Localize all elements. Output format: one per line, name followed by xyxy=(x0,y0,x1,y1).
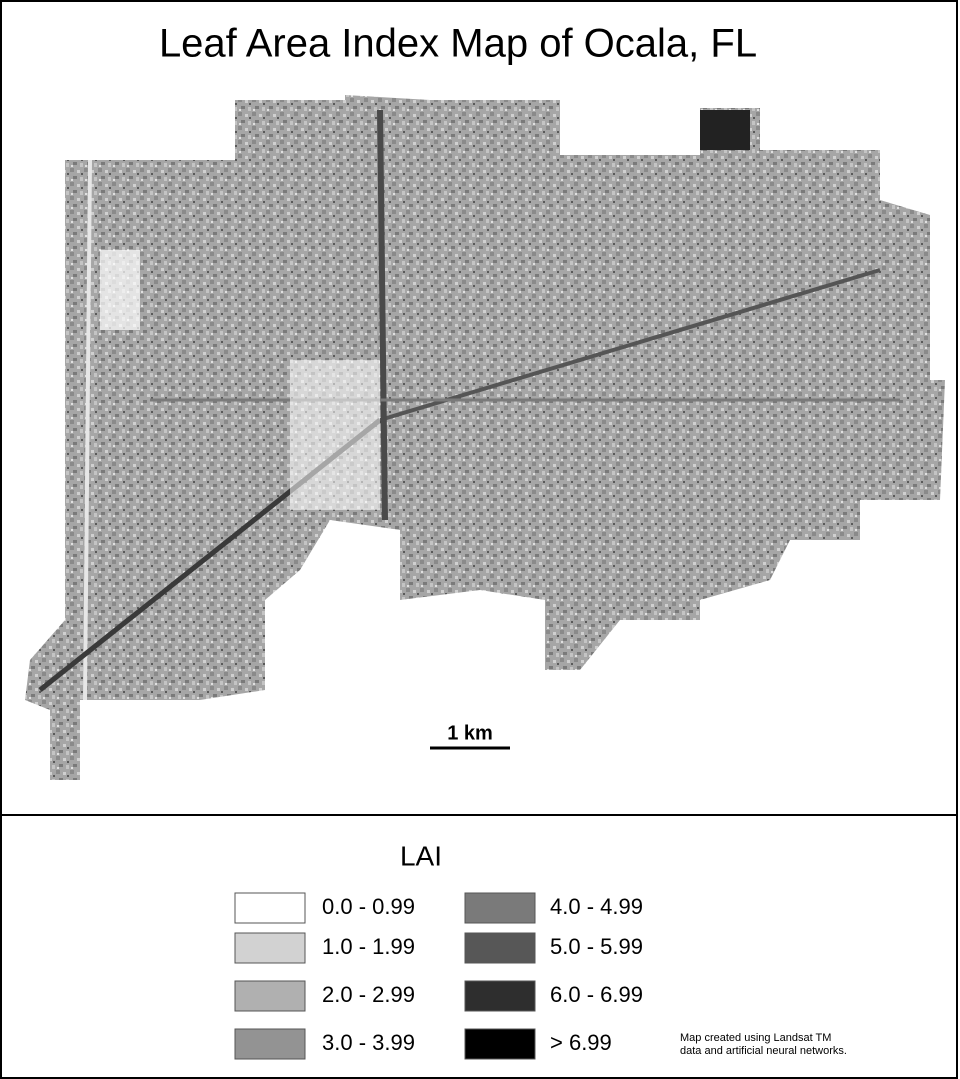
dense-canopy xyxy=(700,110,750,150)
legend-swatch xyxy=(465,981,535,1011)
lai-raster xyxy=(25,95,945,780)
legend-label: 4.0 - 4.99 xyxy=(550,894,643,919)
legend-swatch xyxy=(235,933,305,963)
legend-title: LAI xyxy=(400,840,442,871)
open-area xyxy=(100,250,140,330)
note: data and artificial neural networks. xyxy=(680,1045,847,1057)
legend: 0.0 - 0.99 1.0 - 1.99 2.0 - 2.99 3.0 - 3.99… xyxy=(235,893,643,1059)
city-area xyxy=(25,95,945,780)
legend-label: > 6.99 xyxy=(550,1030,612,1055)
note: Map created using Landsat TM xyxy=(680,1032,831,1044)
legend-swatch xyxy=(465,1029,535,1059)
map-title: Leaf Area Index Map of Ocala, FL xyxy=(159,22,757,66)
legend-swatch xyxy=(235,981,305,1011)
legend-label: 2.0 - 2.99 xyxy=(322,982,415,1007)
legend-label: 3.0 - 3.99 xyxy=(322,1030,415,1055)
map-figure: Leaf Area Index Map of Ocala, FL 1 km LA… xyxy=(0,0,960,1079)
legend-swatch xyxy=(235,893,305,923)
legend-swatch xyxy=(465,893,535,923)
legend-label: 5.0 - 5.99 xyxy=(550,934,643,959)
open-area xyxy=(290,360,380,510)
legend-swatch xyxy=(465,933,535,963)
legend-label: 6.0 - 6.99 xyxy=(550,982,643,1007)
scale-label: 1 km xyxy=(447,722,493,744)
legend-swatch xyxy=(235,1029,305,1059)
legend-label: 1.0 - 1.99 xyxy=(322,934,415,959)
legend-label: 0.0 - 0.99 xyxy=(322,894,415,919)
